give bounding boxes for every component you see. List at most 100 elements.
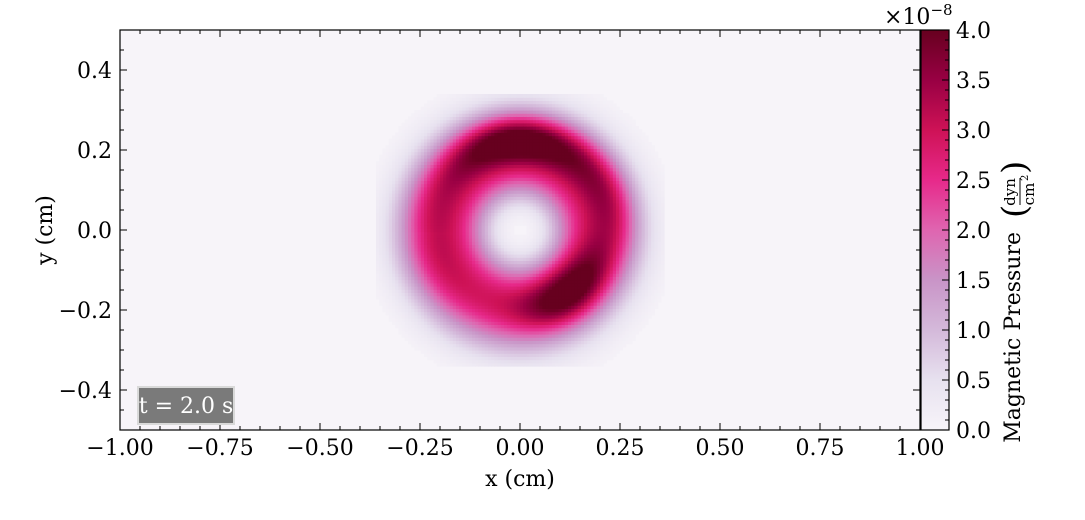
heatmap-cell [513, 151, 518, 156]
heatmap-cell [523, 279, 527, 284]
heatmap-cell [462, 302, 467, 306]
heatmap-cell [398, 158, 403, 162]
heatmap-cell [401, 138, 406, 143]
heatmap-cell [379, 244, 383, 249]
heatmap-cell [542, 346, 547, 351]
heatmap-cell [443, 279, 447, 284]
heatmap-cell [568, 311, 572, 316]
heatmap-cell [459, 282, 463, 287]
heatmap-cell [459, 231, 463, 236]
heatmap-cell [497, 218, 502, 223]
heatmap-cell [548, 196, 553, 201]
heatmap-cell [462, 129, 467, 133]
heatmap-cell [478, 260, 483, 265]
heatmap-cell [475, 167, 479, 172]
heatmap-cell [478, 106, 483, 111]
heatmap-cell [568, 190, 572, 194]
heatmap-cell [411, 186, 415, 191]
heatmap-cell [532, 145, 537, 149]
heatmap-cell [436, 106, 441, 111]
heatmap-cell [552, 135, 556, 140]
heatmap-cell [388, 250, 393, 255]
heatmap-cell [465, 158, 470, 162]
heatmap-cell [379, 286, 383, 290]
heatmap-cell [488, 247, 492, 252]
heatmap-cell [392, 145, 396, 149]
heatmap-cell [379, 225, 383, 229]
heatmap-cell [456, 260, 460, 265]
heatmap-cell [488, 170, 492, 175]
heatmap-cell [488, 215, 492, 220]
heatmap-cell [462, 113, 467, 117]
heatmap-cell [548, 276, 553, 281]
heatmap-cell [401, 257, 406, 261]
heatmap-cell [568, 94, 572, 98]
heatmap-cell [414, 116, 419, 121]
heatmap-cell [529, 276, 534, 281]
heatmap-cell [571, 94, 575, 98]
heatmap-cell [488, 199, 492, 204]
heatmap-cell [411, 122, 415, 127]
heatmap-cell [443, 295, 447, 300]
heatmap-cell [542, 177, 547, 181]
heatmap-cell [571, 311, 575, 316]
heatmap-cell [424, 119, 428, 124]
heatmap-cell [552, 346, 556, 351]
heatmap-cell [446, 286, 451, 290]
heatmap-cell [564, 343, 569, 348]
heatmap-cell [520, 126, 524, 130]
heatmap-cell [408, 305, 412, 309]
heatmap-cell [456, 270, 460, 274]
heatmap-cell [478, 174, 483, 178]
heatmap-cell [571, 346, 575, 351]
heatmap-cell [478, 222, 483, 226]
heatmap-cell [462, 231, 467, 236]
heatmap-cell [526, 337, 531, 341]
heatmap-cell [523, 206, 527, 210]
heatmap-cell [536, 183, 540, 188]
heatmap-cell [446, 100, 451, 105]
heatmap-cell [532, 324, 537, 329]
heatmap-cell [452, 202, 457, 207]
heatmap-cell [568, 225, 572, 229]
heatmap-cell [398, 321, 403, 325]
heatmap-cell [436, 190, 441, 194]
heatmap-cell [497, 340, 502, 345]
heatmap-cell [379, 238, 383, 242]
heatmap-cell [440, 260, 444, 265]
heatmap-cell [536, 126, 540, 130]
heatmap-cell [539, 103, 543, 108]
heatmap-cell [452, 97, 457, 101]
heatmap-cell [404, 292, 409, 297]
heatmap-cell [427, 225, 431, 229]
heatmap-cell [465, 110, 470, 114]
heatmap-cell [513, 353, 518, 357]
heatmap-cell [558, 158, 563, 162]
heatmap-cell [427, 122, 431, 127]
heatmap-cell [555, 311, 559, 316]
heatmap-cell [536, 247, 540, 252]
heatmap-cell [436, 199, 441, 204]
heatmap-cell [532, 174, 537, 178]
heatmap-cell [488, 177, 492, 181]
heatmap-cell [481, 145, 486, 149]
heatmap-cell [494, 247, 499, 252]
heatmap-cell [504, 257, 508, 261]
heatmap-cell [568, 314, 572, 319]
heatmap-cell [440, 225, 444, 229]
heatmap-cell [465, 222, 470, 226]
heatmap-cell [449, 110, 454, 114]
heatmap-cell [433, 119, 438, 124]
heatmap-cell [420, 148, 425, 153]
heatmap-cell [459, 119, 463, 124]
heatmap-cell [456, 119, 460, 124]
heatmap-cell [491, 337, 495, 341]
heatmap-cell [574, 196, 579, 201]
heatmap-cell [465, 330, 470, 335]
heatmap-cell [532, 167, 537, 172]
heatmap-cell [449, 222, 454, 226]
heatmap-cell [404, 234, 409, 239]
heatmap-cell [475, 254, 479, 258]
heatmap-cell [385, 247, 390, 252]
heatmap-cell [481, 314, 486, 319]
